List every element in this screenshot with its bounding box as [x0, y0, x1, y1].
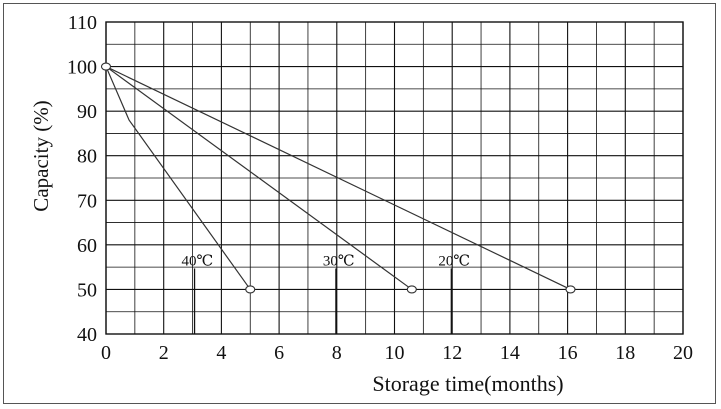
- x-tick-labels: 0 2 4 6 8 10 12 14 16 18 20: [101, 342, 693, 364]
- grid: [105, 21, 684, 335]
- x-tick-label: 8: [332, 342, 342, 364]
- x-tick-label: 4: [216, 342, 226, 364]
- y-tick-label: 60: [77, 235, 97, 257]
- series-end-marker: [565, 285, 576, 294]
- x-tick-label: 6: [274, 342, 284, 364]
- x-tick-label: 20: [673, 342, 693, 364]
- series-line: [105, 66, 571, 290]
- y-tick-label: 100: [67, 57, 97, 79]
- series-label: 40℃: [182, 253, 214, 269]
- y-tick-label: 90: [77, 101, 97, 123]
- y-axis-label: Capacity (%): [29, 100, 53, 211]
- series-label: 30℃: [323, 253, 355, 269]
- y-tick-label: 40: [77, 324, 97, 346]
- x-tick-label: 12: [442, 342, 462, 364]
- x-tick-label: 14: [500, 342, 520, 364]
- y-tick-label: 70: [77, 190, 97, 212]
- series-start-marker: [100, 62, 112, 71]
- series-end-marker: [245, 285, 256, 294]
- x-tick-label: 10: [385, 342, 405, 364]
- series-line: [105, 66, 251, 290]
- x-tick-label: 2: [159, 342, 169, 364]
- series-end-marker: [406, 285, 417, 294]
- plot-border: [105, 21, 684, 335]
- y-tick-label: 80: [77, 146, 97, 168]
- chart-frame: [3, 3, 716, 404]
- x-tick-label: 16: [558, 342, 578, 364]
- y-tick-label: 110: [68, 12, 97, 34]
- series-line: [105, 66, 413, 290]
- x-tick-label: 18: [615, 342, 635, 364]
- x-axis-label: Storage time(months): [372, 371, 563, 396]
- y-tick-labels: 40 50 60 70 80 90 100 110: [67, 12, 97, 346]
- series-label: 20℃: [438, 253, 470, 269]
- x-tick-label: 0: [101, 342, 111, 364]
- series-labels: 40℃ 30℃ 20℃: [182, 253, 470, 334]
- y-tick-label: 50: [77, 279, 97, 301]
- series-lines: [100, 62, 576, 294]
